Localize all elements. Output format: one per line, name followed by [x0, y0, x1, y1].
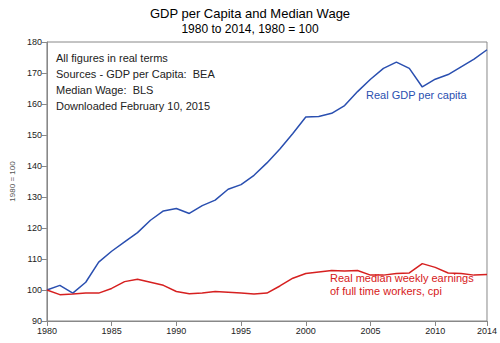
svg-text:Real GDP per capita: Real GDP per capita [366, 89, 468, 101]
svg-text:110: 110 [28, 254, 42, 264]
svg-text:140: 140 [27, 161, 42, 171]
svg-text:GDP per Capita and Median Wage: GDP per Capita and Median Wage [150, 6, 350, 21]
svg-text:Median Wage: BLS: Median Wage: BLS [56, 84, 153, 96]
svg-text:Sources - GDP per Capita: BEA: Sources - GDP per Capita: BEA [56, 68, 215, 80]
svg-text:1980 = 100: 1980 = 100 [8, 161, 17, 202]
svg-text:170: 170 [27, 68, 42, 78]
svg-text:2010: 2010 [425, 326, 445, 336]
svg-text:1980: 1980 [37, 326, 57, 336]
svg-text:Real median weekly earnings: Real median weekly earnings [330, 271, 474, 284]
svg-text:150: 150 [27, 130, 42, 140]
svg-text:2000: 2000 [296, 326, 316, 336]
svg-text:2005: 2005 [360, 326, 380, 336]
svg-text:of full time workers, cpi: of full time workers, cpi [330, 285, 442, 297]
svg-text:90: 90 [32, 316, 42, 326]
svg-text:1985: 1985 [102, 326, 122, 336]
svg-text:100: 100 [27, 285, 42, 295]
svg-text:2014: 2014 [477, 326, 497, 336]
svg-text:1990: 1990 [166, 326, 186, 336]
svg-text:120: 120 [27, 223, 42, 233]
svg-text:180: 180 [27, 37, 42, 47]
svg-text:Downloaded February 10, 2015: Downloaded February 10, 2015 [56, 100, 210, 112]
svg-text:1980 to 2014, 1980 = 100: 1980 to 2014, 1980 = 100 [181, 22, 318, 36]
svg-text:1995: 1995 [231, 326, 251, 336]
svg-text:130: 130 [27, 192, 42, 202]
svg-text:All figures in real terms: All figures in real terms [56, 52, 168, 64]
svg-text:160: 160 [27, 99, 42, 109]
